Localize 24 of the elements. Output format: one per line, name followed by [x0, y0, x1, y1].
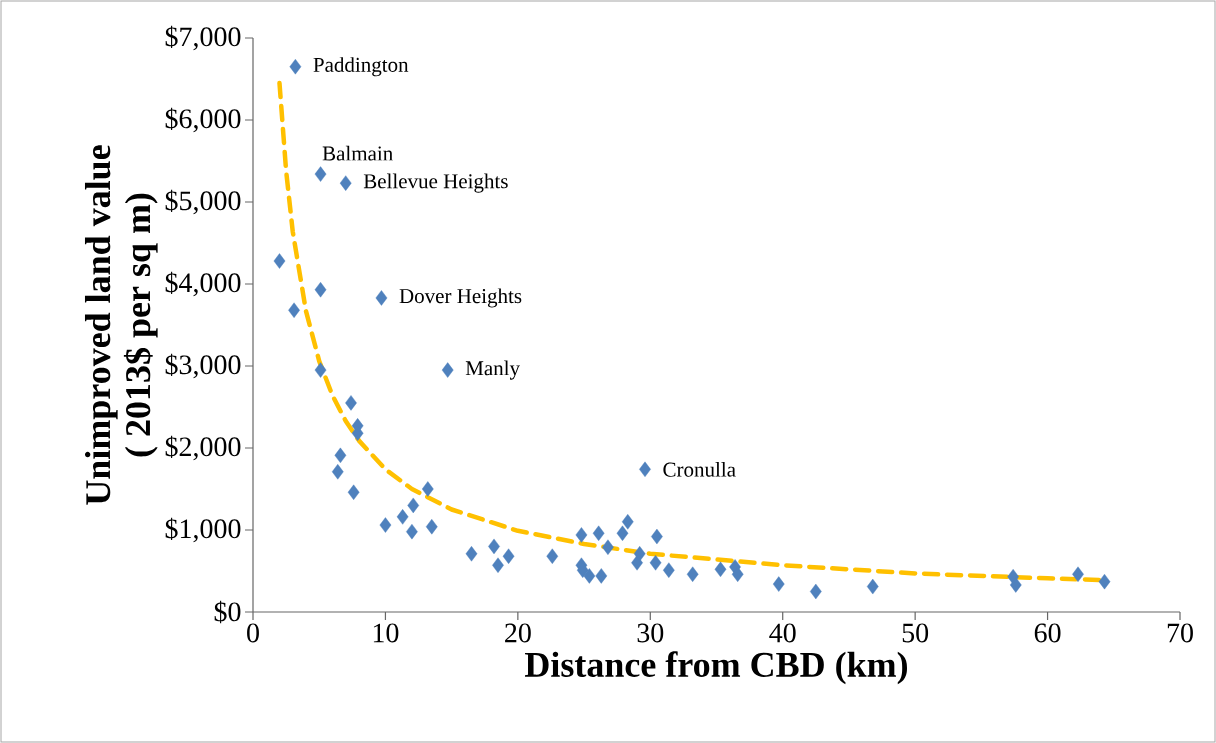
y-tick-label: $1,000 — [165, 517, 241, 543]
y-tick-label: $5,000 — [165, 189, 241, 215]
x-tick-label: 30 — [637, 623, 664, 643]
y-tick-label: $4,000 — [165, 271, 241, 297]
x-tick-label: 20 — [505, 623, 531, 643]
x-tick-label: 0 — [247, 623, 259, 643]
y-tick-label: $2,000 — [165, 435, 241, 461]
y-tick-label: $0 — [214, 600, 241, 624]
annotation: Dover Heights — [399, 288, 522, 308]
x-tick-label: 10 — [373, 623, 399, 643]
x-tick-label: 40 — [769, 623, 796, 643]
annotation: Manly — [465, 360, 520, 380]
annotation: Balmain — [322, 145, 393, 161]
y-tick-label: $3,000 — [165, 353, 241, 379]
annotation: Bellevue Heights — [363, 173, 508, 193]
x-axis-title: Distance from CBD (km) — [524, 651, 907, 685]
x-tick-label: 50 — [902, 623, 929, 643]
annotation: Cronulla — [663, 461, 736, 477]
x-tick-label: 70 — [1167, 623, 1193, 643]
y-tick-label: $7,000 — [165, 25, 241, 51]
y-axis-title: Unimproved land value ( 2013$ per sq m) — [84, 145, 158, 505]
annotation: Paddington — [313, 57, 409, 77]
x-tick-label: 60 — [1034, 623, 1061, 643]
y-tick-label: $6,000 — [165, 107, 241, 133]
